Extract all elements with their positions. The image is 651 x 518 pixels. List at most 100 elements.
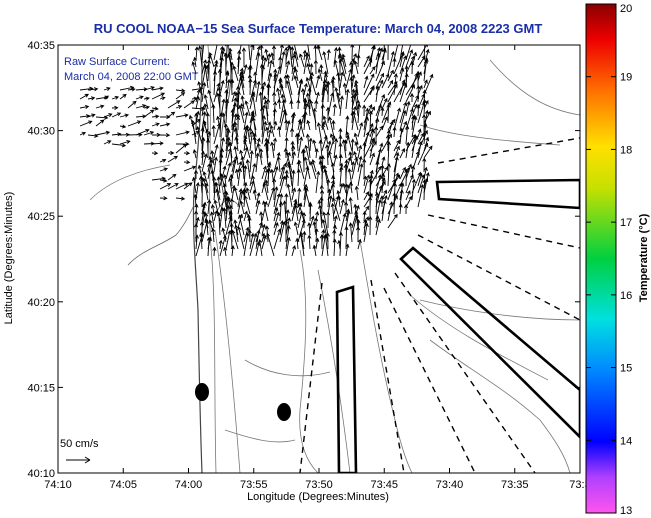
current-vector [264, 48, 269, 61]
current-vector [362, 104, 367, 117]
current-vector [261, 223, 266, 236]
current-vector [233, 219, 239, 243]
colorbar-ticks: 20 19 18 17 16 15 14 13 [586, 3, 632, 517]
current-vector [333, 59, 341, 82]
current-vector [386, 163, 392, 187]
current-vector [363, 73, 375, 96]
colorbar-tick-label: 17 [620, 217, 632, 229]
current-vector [398, 203, 403, 215]
current-vector [350, 160, 356, 173]
current-vector [334, 86, 341, 110]
current-vector [202, 170, 209, 187]
current-vector [291, 169, 296, 194]
current-vector [103, 113, 113, 118]
current-vector [259, 63, 264, 89]
current-vector [251, 174, 257, 194]
contour-line [489, 59, 580, 116]
current-vector [279, 165, 285, 180]
current-vector [422, 178, 427, 201]
current-vector [297, 187, 302, 208]
current-vector [296, 99, 301, 110]
current-vector [423, 109, 429, 131]
current-vector [201, 201, 207, 222]
current-vector [225, 98, 230, 124]
map-plot-area [58, 45, 580, 473]
current-vector [405, 174, 414, 194]
colorbar-tick-label: 19 [620, 72, 632, 84]
current-vector [348, 196, 353, 215]
current-vector [206, 236, 212, 257]
current-vector [213, 209, 219, 222]
current-vector [309, 74, 317, 96]
current-vector [279, 108, 287, 131]
y-axis-ticks: 40:35 40:30 40:25 40:20 40:15 40:10 [27, 40, 580, 480]
colorbar-tick-label: 20 [620, 3, 632, 15]
current-vector [261, 165, 267, 180]
current-vector [411, 94, 420, 110]
current-vector [405, 100, 411, 117]
current-vector [417, 140, 423, 159]
current-vector [353, 92, 359, 117]
current-vector [417, 101, 426, 124]
current-vector [326, 80, 331, 103]
current-vector [336, 71, 341, 96]
current-vector [175, 182, 189, 190]
current-vector [239, 102, 245, 117]
current-vector [201, 81, 207, 103]
current-vector [243, 164, 248, 187]
current-vector [217, 92, 222, 117]
current-vector [363, 86, 374, 103]
current-vector [206, 59, 212, 82]
current-vector [175, 196, 186, 201]
current-vector [321, 134, 328, 152]
colorbar-label: Temperature (°C) [638, 213, 650, 302]
current-vector [183, 151, 191, 156]
current-vector [262, 181, 269, 201]
current-vector [379, 195, 385, 207]
current-vector [240, 95, 245, 110]
current-vector [357, 122, 364, 138]
current-vector [213, 122, 221, 145]
station-marker [195, 383, 209, 401]
current-vector [357, 155, 363, 173]
current-vector [215, 188, 221, 208]
current-vector [350, 58, 356, 75]
current-vector [375, 215, 380, 229]
current-vector [387, 79, 394, 89]
current-vector [338, 58, 347, 82]
x-tick-label: 74:10 [44, 479, 72, 491]
current-vector [327, 92, 335, 117]
current-vector [229, 61, 234, 81]
current-vector [273, 120, 278, 131]
current-vector [393, 107, 402, 131]
current-vector [297, 218, 306, 243]
current-vector [79, 120, 93, 127]
current-vector [175, 113, 189, 118]
current-vector [363, 75, 369, 89]
current-vector [249, 130, 255, 152]
x-tick-label: 74:05 [109, 479, 137, 491]
current-vector [267, 121, 272, 131]
current-vector [297, 136, 304, 159]
current-vector [386, 103, 391, 124]
current-vector [393, 156, 399, 180]
current-vector [297, 159, 305, 180]
current-vector [307, 234, 312, 250]
x-tick-label: 73:35 [501, 479, 529, 491]
current-vector [353, 132, 359, 145]
current-vector [228, 140, 233, 166]
y-tick-label: 40:15 [27, 382, 55, 394]
current-vector [245, 158, 251, 180]
current-vector [273, 222, 279, 236]
current-vector [239, 200, 245, 215]
current-vector [363, 55, 370, 68]
current-vector [332, 238, 337, 257]
current-vector [387, 50, 395, 75]
current-vector [405, 163, 413, 180]
current-vector [348, 222, 353, 243]
current-vector [323, 234, 329, 257]
current-vector [405, 141, 410, 159]
contour-line [244, 359, 331, 377]
current-vector [203, 63, 209, 89]
